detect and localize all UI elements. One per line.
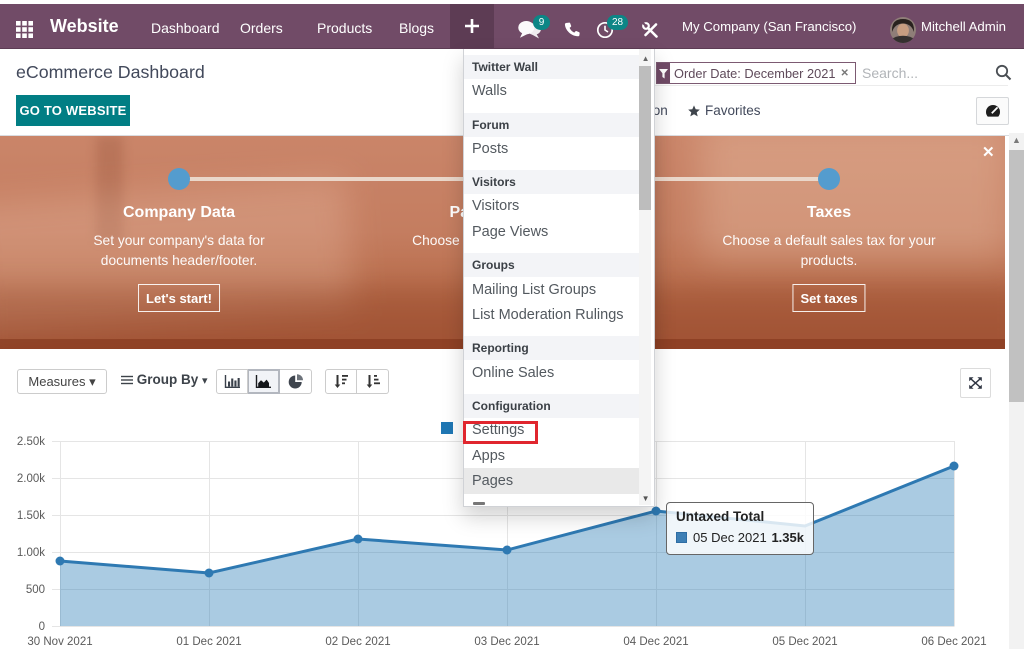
svg-text:01 Dec 2021: 01 Dec 2021: [176, 636, 241, 648]
svg-text:05 Dec 2021: 05 Dec 2021: [772, 636, 837, 648]
svg-text:1.00k: 1.00k: [17, 547, 45, 559]
svg-text:30 Nov 2021: 30 Nov 2021: [27, 636, 92, 648]
svg-text:2.00k: 2.00k: [17, 473, 45, 485]
svg-text:500: 500: [26, 584, 45, 596]
svg-text:1.50k: 1.50k: [17, 510, 45, 522]
svg-text:2.50k: 2.50k: [17, 436, 45, 448]
svg-text:03 Dec 2021: 03 Dec 2021: [474, 636, 539, 648]
svg-text:02 Dec 2021: 02 Dec 2021: [325, 636, 390, 648]
svg-text:04 Dec 2021: 04 Dec 2021: [623, 636, 688, 648]
svg-text:0: 0: [39, 621, 45, 633]
svg-text:06 Dec 2021: 06 Dec 2021: [921, 636, 986, 648]
